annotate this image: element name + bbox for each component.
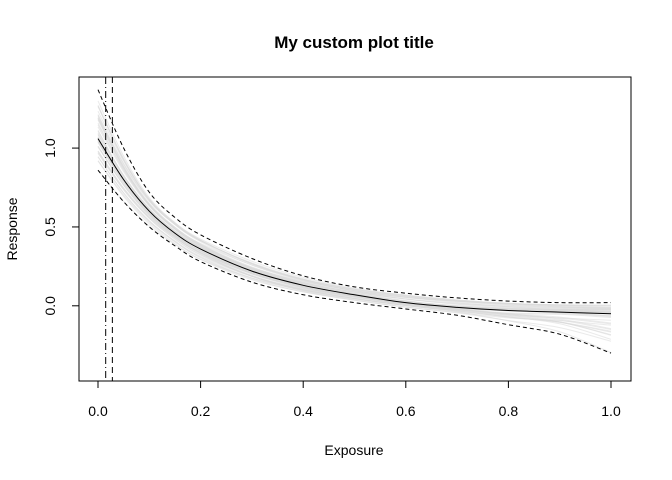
x-tick-label: 0.6 bbox=[396, 403, 416, 419]
sample-curve bbox=[97, 122, 612, 311]
sample-curve bbox=[97, 160, 612, 340]
x-axis: 0.0 0.2 0.4 0.6 0.8 1.0 bbox=[88, 380, 621, 419]
sample-curves bbox=[97, 100, 612, 354]
y-axis: 0.0 0.5 1.0 bbox=[42, 138, 80, 316]
series-lines bbox=[97, 89, 612, 354]
sample-curve bbox=[97, 130, 612, 313]
y-tick-label: 1.0 bbox=[42, 138, 58, 158]
sample-curve bbox=[97, 126, 612, 312]
sample-curve bbox=[97, 156, 612, 336]
sample-curve bbox=[97, 117, 612, 310]
sample-curve bbox=[97, 116, 612, 310]
sample-curve bbox=[97, 106, 612, 307]
sample-curve bbox=[97, 160, 612, 342]
sample-curve bbox=[97, 138, 612, 315]
sample-curve bbox=[97, 100, 612, 306]
x-tick-label: 0.2 bbox=[191, 403, 211, 419]
sample-curve bbox=[97, 118, 612, 310]
reference-lines bbox=[105, 77, 113, 381]
sample-curve bbox=[97, 129, 612, 312]
y-tick-label: 0.0 bbox=[42, 296, 58, 316]
sample-curve bbox=[97, 117, 612, 311]
series-line-lower bbox=[97, 169, 612, 354]
y-axis-title: Response bbox=[4, 197, 20, 260]
x-tick-label: 0.4 bbox=[293, 403, 313, 419]
sample-curve bbox=[97, 104, 612, 307]
sample-curve bbox=[97, 114, 612, 309]
sample-curve bbox=[97, 142, 612, 319]
sample-curve bbox=[97, 114, 612, 309]
x-tick-label: 0.0 bbox=[88, 403, 108, 419]
series-line-mean bbox=[97, 138, 612, 315]
chart-title: My custom plot title bbox=[274, 33, 434, 52]
sample-curve bbox=[97, 119, 612, 310]
sample-curve bbox=[97, 124, 612, 312]
x-tick-label: 0.8 bbox=[499, 403, 519, 419]
x-axis-title: Exposure bbox=[324, 442, 383, 458]
x-tick-label: 1.0 bbox=[601, 403, 621, 419]
sample-curve bbox=[97, 169, 612, 354]
series-line-upper bbox=[97, 89, 612, 304]
sample-curve bbox=[97, 105, 612, 307]
sample-curve bbox=[97, 150, 612, 330]
sample-curve bbox=[97, 152, 612, 332]
y-tick-label: 0.5 bbox=[42, 217, 58, 237]
sample-curve bbox=[97, 110, 612, 309]
sample-curve bbox=[97, 146, 612, 326]
